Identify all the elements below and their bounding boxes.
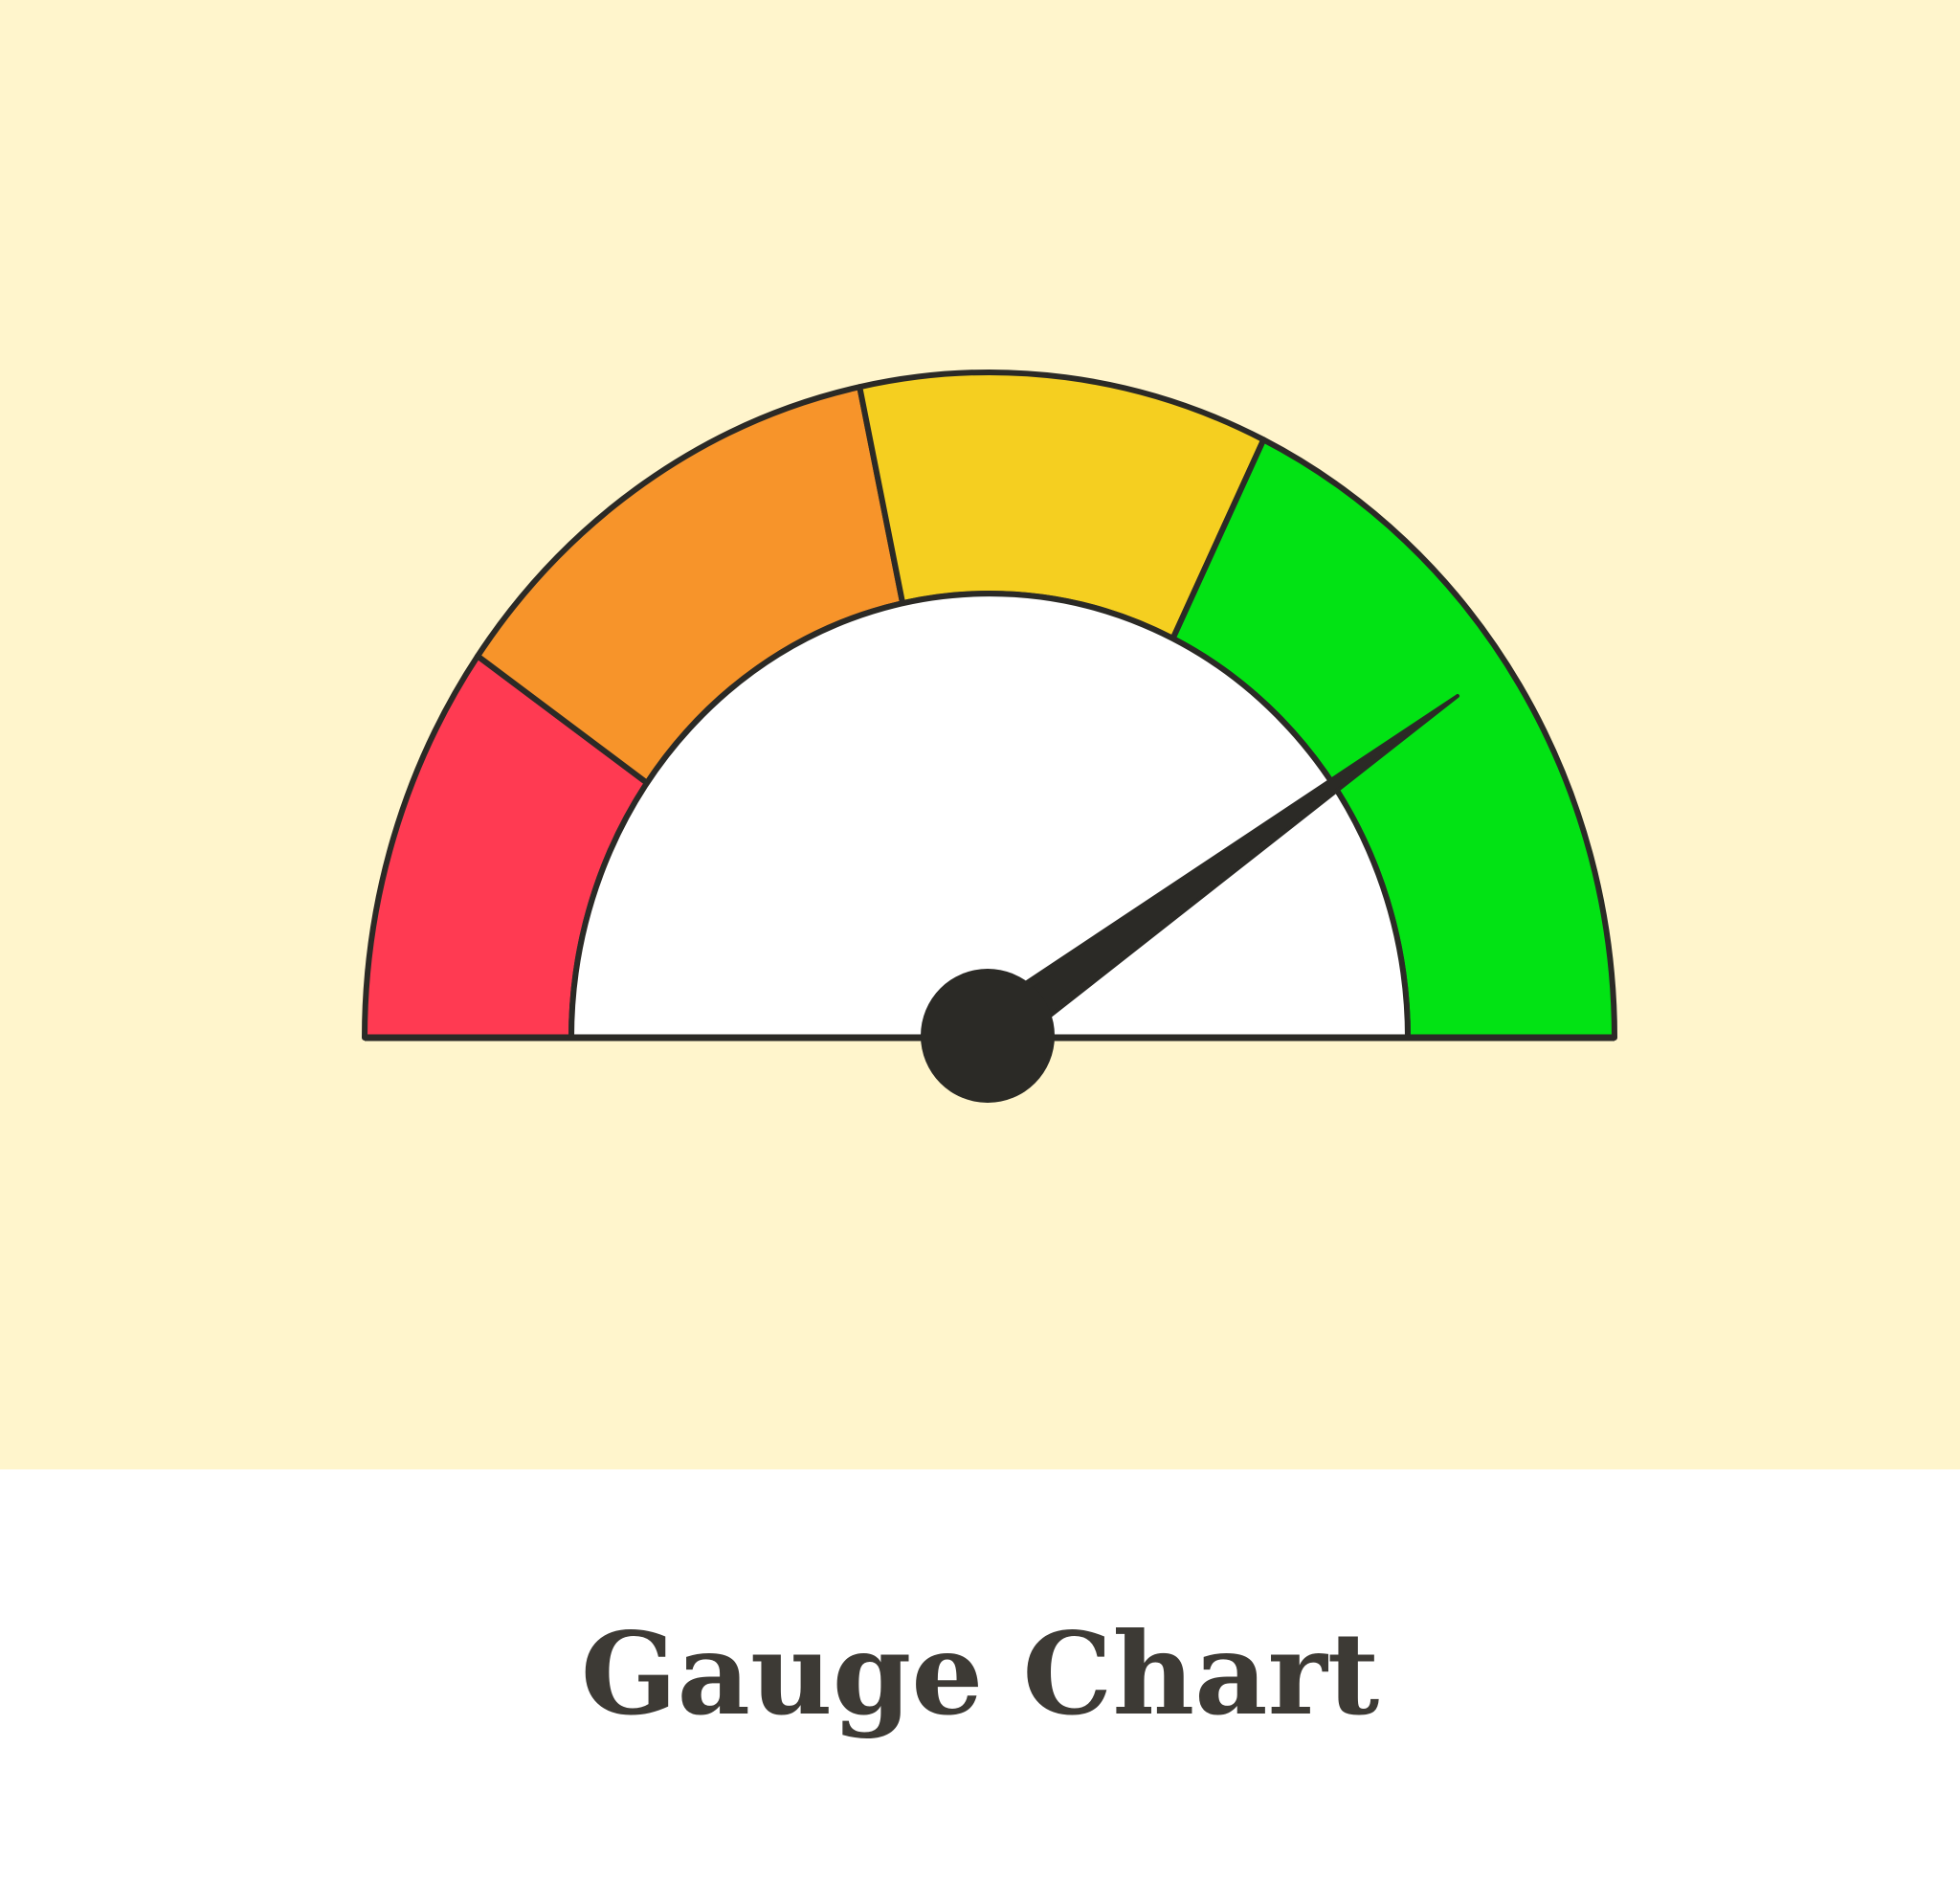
gauge: [362, 370, 1617, 1103]
caption-area: [0, 1469, 1960, 1882]
needle-hub: [921, 969, 1055, 1103]
gauge-face: [568, 591, 1412, 1041]
title: Gauge Chart: [581, 1607, 1380, 1740]
